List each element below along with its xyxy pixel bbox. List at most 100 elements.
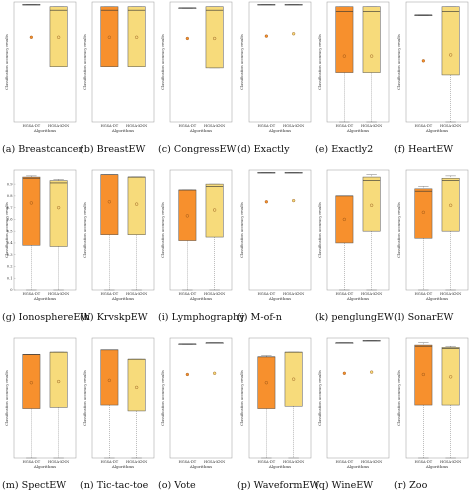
- x-tick-label: HGSA-KNN: [126, 124, 147, 128]
- mean-marker: [370, 203, 374, 207]
- subplot-caption: (c) CongressEW: [158, 144, 236, 155]
- axes-frame: [248, 1, 312, 123]
- subplot-caption: (q) WineEW: [315, 480, 373, 491]
- y-tick-label: 0.9: [7, 182, 13, 186]
- x-tick-label: HGSA-KNN: [283, 292, 304, 296]
- box-hgsa-knn: [362, 340, 381, 374]
- subplot-2: Classification accuracy results HGSA-DT HG…: [158, 1, 236, 155]
- x-axis-label: Algorithms: [111, 464, 134, 469]
- x-tick-label: HGSA-DT: [336, 460, 354, 464]
- subplot-caption: (k) penglungEW: [315, 312, 394, 323]
- axes-frame: [169, 169, 233, 291]
- subplot-caption: (d) Exactly: [237, 144, 290, 155]
- subplot-caption: (m) SpectEW: [2, 480, 66, 491]
- x-tick-label: HGSA-KNN: [361, 124, 382, 128]
- y-axis-label: Classification accuracy results: [318, 34, 322, 90]
- y-tick-label: 0.6: [7, 218, 13, 222]
- mean-marker: [449, 53, 453, 57]
- box-hgsa-dt: [22, 175, 41, 291]
- x-tick-label: HGSA-KNN: [48, 124, 69, 128]
- subplot-1: Classification accuracy results HGSA-DT HG…: [80, 1, 155, 155]
- subplot-3: Classification accuracy results HGSA-DT HG…: [237, 1, 312, 155]
- subplot-caption: (h) KrvskpEW: [80, 312, 148, 323]
- x-tick-label: HGSA-KNN: [440, 292, 461, 296]
- x-tick-label: HGSA-KNN: [126, 292, 147, 296]
- y-axis-label: Classification accuracy results: [240, 202, 244, 258]
- y-axis-label: Classification accuracy results: [318, 370, 322, 426]
- box-hgsa-knn: [284, 172, 303, 203]
- x-tick-label: HGSA-DT: [101, 124, 119, 128]
- box-hgsa-knn: [362, 174, 381, 291]
- mean-marker: [213, 208, 217, 212]
- x-axis-label: Algorithms: [111, 296, 134, 301]
- subplot-17: Classification accuracy results HGSA-DT HG…: [394, 337, 469, 491]
- x-tick-label: HGSA-KNN: [126, 460, 147, 464]
- y-axis-label: Classification accuracy results: [83, 202, 87, 258]
- x-tick-label: HGSA-DT: [101, 292, 119, 296]
- box-hgsa-knn: [49, 351, 68, 459]
- box-body: [100, 174, 119, 235]
- x-axis-label: Algorithms: [268, 296, 291, 301]
- y-axis-label: Classification accuracy results: [240, 370, 244, 426]
- x-tick-label: HGSA-DT: [258, 292, 276, 296]
- axes-frame: [91, 1, 155, 123]
- box-hgsa-dt: [178, 189, 197, 291]
- axes-frame: [405, 1, 469, 123]
- axes-frame: [405, 337, 469, 459]
- mean-marker: [185, 36, 189, 41]
- x-tick-label: HGSA-DT: [336, 124, 354, 128]
- box-hgsa-dt: [22, 4, 41, 39]
- box-body: [441, 6, 460, 76]
- mean-marker: [135, 35, 139, 39]
- mean-marker: [292, 32, 296, 36]
- box-hgsa-dt: [100, 349, 119, 459]
- mean-marker: [135, 202, 139, 206]
- y-axis-label: Classification accuracy results: [5, 34, 9, 90]
- y-tick-label: 0.7: [7, 206, 13, 210]
- mean-marker: [342, 217, 346, 222]
- subplot-7: Classification accuracy results HGSA-DT HG…: [80, 169, 155, 323]
- box-hgsa-knn: [205, 6, 224, 69]
- x-axis-label: Algorithms: [189, 464, 212, 469]
- subplot-10: Classification accuracy results HGSA-DT HG…: [315, 169, 394, 323]
- y-axis-label: Classification accuracy results: [161, 202, 165, 258]
- x-tick-label: HGSA-DT: [415, 124, 433, 128]
- mean-marker: [421, 372, 425, 377]
- subplot-caption: (o) Vote: [158, 480, 196, 491]
- x-axis-label: Algorithms: [425, 296, 448, 301]
- axes-frame: [13, 337, 77, 459]
- subplot-15: Classification accuracy results HGSA-DT HG…: [237, 337, 320, 491]
- mean-marker: [342, 371, 346, 375]
- subplot-caption: (j) M-of-n: [237, 312, 282, 323]
- y-axis-label: Classification accuracy results: [83, 370, 87, 426]
- axes-frame: [13, 1, 77, 123]
- mean-marker: [370, 54, 374, 58]
- x-axis-label: Algorithms: [425, 128, 448, 133]
- box-hgsa-knn: [127, 176, 146, 291]
- mean-marker: [107, 200, 111, 204]
- subplot-4: Classification accuracy results HGSA-DT HG…: [315, 1, 390, 155]
- y-tick-label: 0.3: [7, 253, 13, 257]
- y-tick-label: 0.2: [7, 265, 13, 269]
- mean-marker: [292, 198, 296, 203]
- y-tick-label: 0.4: [7, 241, 13, 245]
- x-tick-label: HGSA-DT: [179, 460, 197, 464]
- axes-frame: [326, 1, 390, 123]
- box-hgsa-knn: [362, 6, 381, 123]
- y-axis-label: Classification accuracy results: [161, 370, 165, 426]
- subplot-caption: (a) Breastcancer: [2, 144, 83, 155]
- subplot-13: Classification accuracy results HGSA-DT HG…: [80, 337, 155, 491]
- axes-frame: [13, 169, 77, 291]
- box-hgsa-knn: [441, 175, 460, 291]
- mean-marker: [29, 201, 33, 205]
- subplot-6: 0 0.1 0.2 0.3 0.4 0.5 0.6 0.7 0.8 0.9 Classificati…: [2, 169, 90, 323]
- x-axis-label: Algorithms: [189, 128, 212, 133]
- box-hgsa-dt: [257, 172, 276, 204]
- box-body: [335, 6, 354, 73]
- mean-marker: [57, 35, 61, 39]
- y-tick-label: 0.5: [7, 229, 13, 233]
- subplot-16: Classification accuracy results HGSA-DT HG…: [315, 337, 390, 491]
- axes-frame: [248, 169, 312, 291]
- mean-marker: [213, 371, 217, 375]
